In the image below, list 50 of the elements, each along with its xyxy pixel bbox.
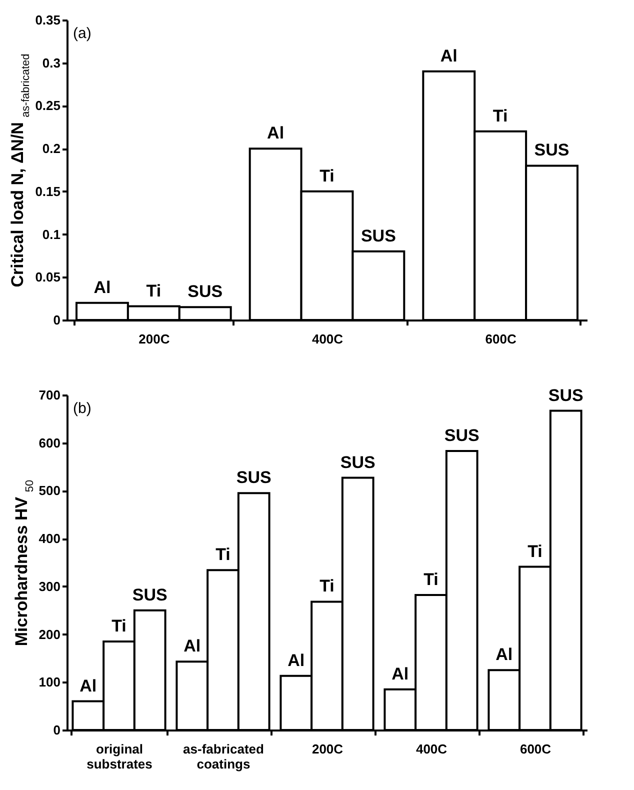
y-tick-label: 200 — [38, 626, 60, 642]
text: SUS — [534, 140, 570, 160]
y-tick-label: 0 — [53, 312, 60, 328]
y-tick-label: 500 — [38, 483, 60, 498]
x-tick-label: 400C — [312, 332, 344, 346]
series-label: Ti — [112, 616, 126, 636]
text: SUS — [444, 426, 480, 445]
annotation: (b) — [73, 400, 92, 417]
y-tick-label: 0.2 — [42, 141, 60, 156]
text: Ti — [424, 570, 438, 590]
text: SUS — [360, 226, 396, 246]
y-tick-label: 0.15 — [35, 184, 60, 199]
y-tick-label: 0.05 — [35, 270, 60, 285]
y-tick-label: 300 — [38, 578, 60, 594]
x-tick-label: 600C — [520, 742, 552, 756]
y-tick-label: 400 — [38, 531, 60, 546]
series-label: SUS — [188, 282, 223, 302]
x-tick-label: as-fabricated coatings — [183, 742, 264, 772]
text: Al — [184, 636, 201, 656]
x-tick-label: original substrates — [86, 742, 152, 772]
y-tick-label: 0.1 — [42, 226, 60, 242]
text: Al — [440, 46, 458, 66]
annotation: (a) — [73, 25, 92, 42]
y-tick-label: 600 — [38, 435, 60, 450]
text: Ti — [528, 542, 542, 561]
x-tick-label: 200C — [312, 742, 344, 756]
y-tick-label: 0.25 — [35, 98, 60, 114]
x-tick-label: 600C — [485, 332, 517, 346]
text: Al — [392, 664, 409, 684]
y-tick-label: 0.3 — [42, 55, 60, 70]
text: SUS — [132, 585, 168, 604]
text: SUS — [340, 452, 376, 472]
y-tick-label: 0.35 — [35, 12, 60, 28]
series-label: Ti — [146, 281, 162, 300]
text: Ti — [320, 166, 334, 186]
text: Al — [267, 124, 284, 143]
text: SUS — [236, 468, 272, 488]
x-tick-label: 200C — [138, 332, 170, 346]
y-tick-label: 100 — [38, 674, 60, 690]
text: Ti — [320, 576, 334, 596]
series-label: Al — [80, 676, 97, 696]
x-tick-label: 400C — [416, 742, 448, 756]
text: Ti — [492, 106, 508, 126]
text: Al — [288, 650, 305, 670]
y-tick-label: 700 — [38, 388, 60, 402]
series-label: Al — [94, 278, 111, 297]
y-tick-label: 0 — [53, 722, 60, 738]
series-label: SUS — [548, 386, 584, 405]
text: Al — [496, 645, 513, 664]
text: Ti — [216, 545, 230, 564]
